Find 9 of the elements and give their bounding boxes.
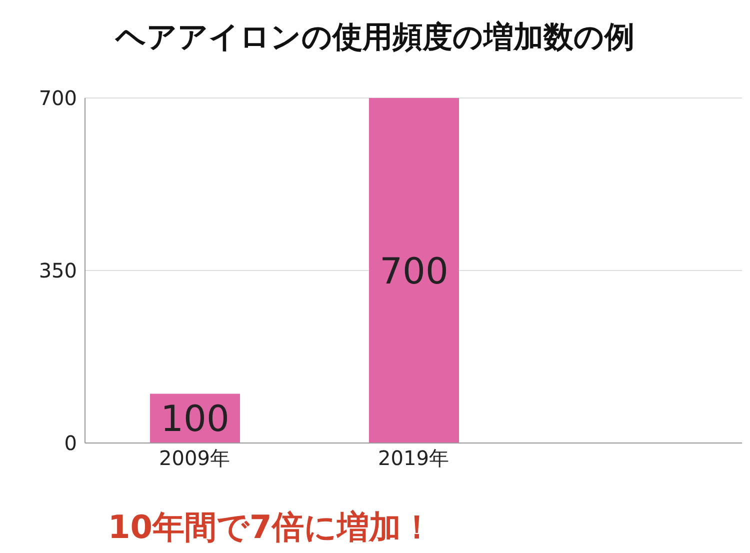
x-tick-label: 2019年	[378, 446, 449, 470]
x-tick-label: 2009年	[159, 446, 230, 470]
text: 10年間で7倍に増加！	[108, 507, 434, 548]
data-label: 100	[160, 399, 230, 440]
chart-title: ヘアアイロンの使用頻度の増加数の例	[114, 19, 636, 57]
y-tick-label: 700	[38, 86, 77, 110]
y-tick-label: 350	[38, 258, 77, 283]
y-tick-label: 0	[64, 431, 77, 456]
data-label: 700	[380, 251, 448, 292]
